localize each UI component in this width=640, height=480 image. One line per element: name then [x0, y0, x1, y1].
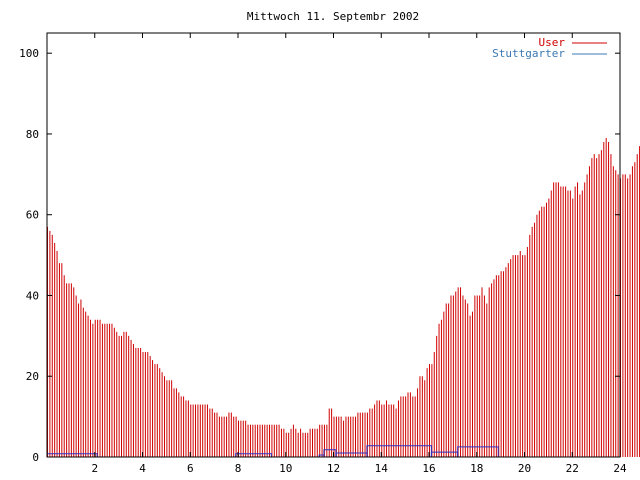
user-bars — [47, 137, 640, 457]
stuttgarter-bar — [366, 445, 432, 457]
y-tick-label: 80 — [26, 128, 39, 141]
y-tick-label: 40 — [26, 289, 39, 302]
x-tick-label: 10 — [279, 462, 292, 475]
legend-user-label: User — [539, 36, 566, 49]
x-tick-label: 22 — [566, 462, 579, 475]
stuttgarter-bar — [457, 446, 499, 457]
x-tick-label: 20 — [518, 462, 531, 475]
x-tick-label: 24 — [613, 462, 627, 475]
x-tick-label: 2 — [91, 462, 98, 475]
y-tick-label: 0 — [32, 451, 39, 464]
legend: User Stuttgarter — [492, 36, 607, 60]
y-tick-label: 60 — [26, 209, 39, 222]
y-tick-label: 100 — [19, 47, 39, 60]
chart-title: Mittwoch 11. Septembr 2002 — [247, 10, 419, 23]
legend-stuttgarter-label: Stuttgarter — [492, 47, 565, 60]
x-tick-label: 6 — [187, 462, 194, 475]
x-axis: 2 4 6 8 10 12 14 16 18 20 22 24 — [91, 33, 627, 475]
y-axis: 0 20 40 60 80 100 — [19, 47, 620, 464]
stuttgarter-bar — [235, 453, 272, 457]
x-tick-label: 4 — [139, 462, 146, 475]
x-tick-label: 16 — [422, 462, 435, 475]
x-tick-label: 12 — [327, 462, 340, 475]
y-tick-label: 20 — [26, 370, 39, 383]
x-tick-label: 8 — [235, 462, 242, 475]
x-tick-label: 18 — [470, 462, 483, 475]
x-tick-label: 14 — [375, 462, 389, 475]
stuttgarter-bars — [46, 445, 499, 457]
